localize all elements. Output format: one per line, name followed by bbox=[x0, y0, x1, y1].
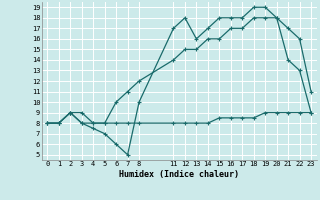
X-axis label: Humidex (Indice chaleur): Humidex (Indice chaleur) bbox=[119, 170, 239, 179]
